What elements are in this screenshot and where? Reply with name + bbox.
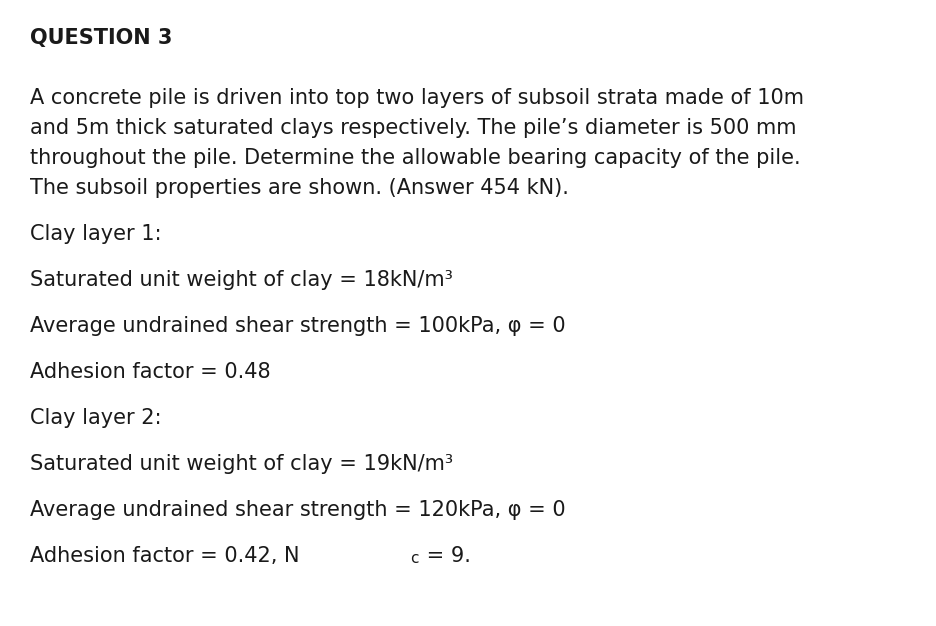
Text: Adhesion factor = 0.48: Adhesion factor = 0.48	[30, 362, 271, 382]
Text: Clay layer 2:: Clay layer 2:	[30, 408, 161, 428]
Text: The subsoil properties are shown. (Answer 454 kN).: The subsoil properties are shown. (Answe…	[30, 178, 568, 198]
Text: A concrete pile is driven into top two layers of subsoil strata made of 10m: A concrete pile is driven into top two l…	[30, 88, 803, 108]
Text: throughout the pile. Determine the allowable bearing capacity of the pile.: throughout the pile. Determine the allow…	[30, 148, 799, 168]
Text: QUESTION 3: QUESTION 3	[30, 28, 172, 48]
Text: Saturated unit weight of clay = 19kN/m³: Saturated unit weight of clay = 19kN/m³	[30, 454, 453, 474]
Text: Average undrained shear strength = 100kPa, φ = 0: Average undrained shear strength = 100kP…	[30, 316, 565, 336]
Text: Clay layer 1:: Clay layer 1:	[30, 224, 161, 244]
Text: Saturated unit weight of clay = 18kN/m³: Saturated unit weight of clay = 18kN/m³	[30, 270, 452, 290]
Text: and 5m thick saturated clays respectively. The pile’s diameter is 500 mm: and 5m thick saturated clays respectivel…	[30, 118, 796, 138]
Text: Average undrained shear strength = 120kPa, φ = 0: Average undrained shear strength = 120kP…	[30, 500, 565, 520]
Text: = 9.: = 9.	[419, 546, 470, 566]
Text: c: c	[409, 551, 418, 566]
Text: Adhesion factor = 0.42, N: Adhesion factor = 0.42, N	[30, 546, 300, 566]
